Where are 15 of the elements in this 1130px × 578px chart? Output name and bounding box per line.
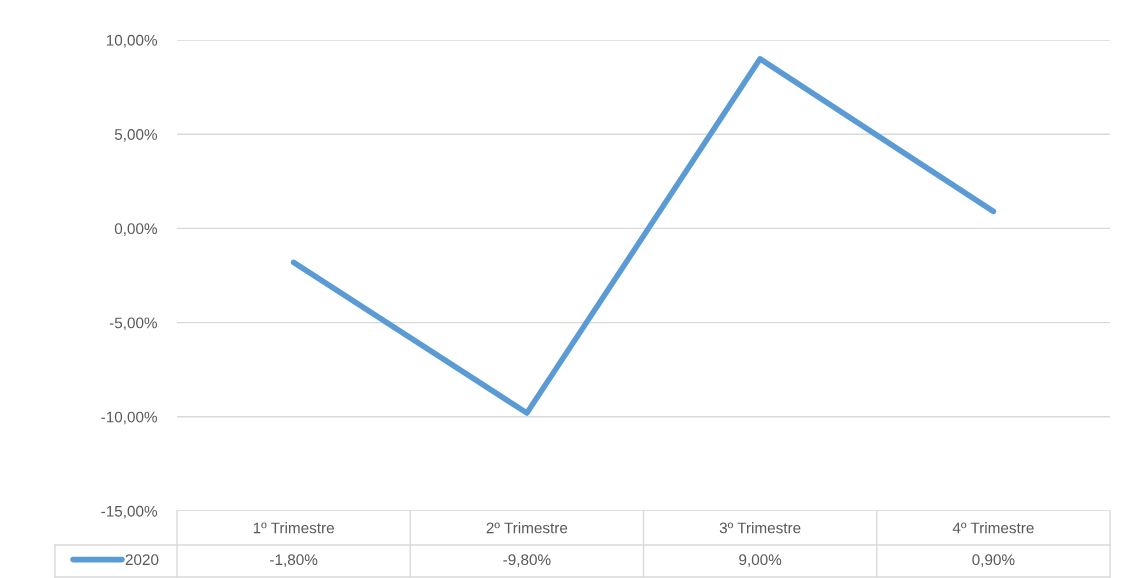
data-label: 9,00% [739, 554, 782, 567]
data-label: -9,80% [503, 554, 551, 567]
y-tick-label: -5,00% [109, 317, 158, 331]
x-tick-label: 4º Trimestre [952, 522, 1034, 534]
legend-label: 2020 [125, 554, 159, 566]
x-tick-label: 3º Trimestre [719, 522, 801, 534]
y-tick-label: 10,00% [106, 34, 158, 48]
data-label: -1,80% [270, 554, 318, 567]
y-tick-label: 5,00% [114, 129, 158, 142]
data-label: 0,90% [972, 554, 1015, 567]
x-tick-label: 2º Trimestre [486, 522, 568, 534]
y-tick-label: -10,00% [101, 411, 158, 425]
y-tick-label: 0,00% [114, 223, 158, 236]
x-tick-label: 1º Trimestre [253, 522, 334, 534]
y-tick-label: -15,00% [101, 505, 158, 519]
